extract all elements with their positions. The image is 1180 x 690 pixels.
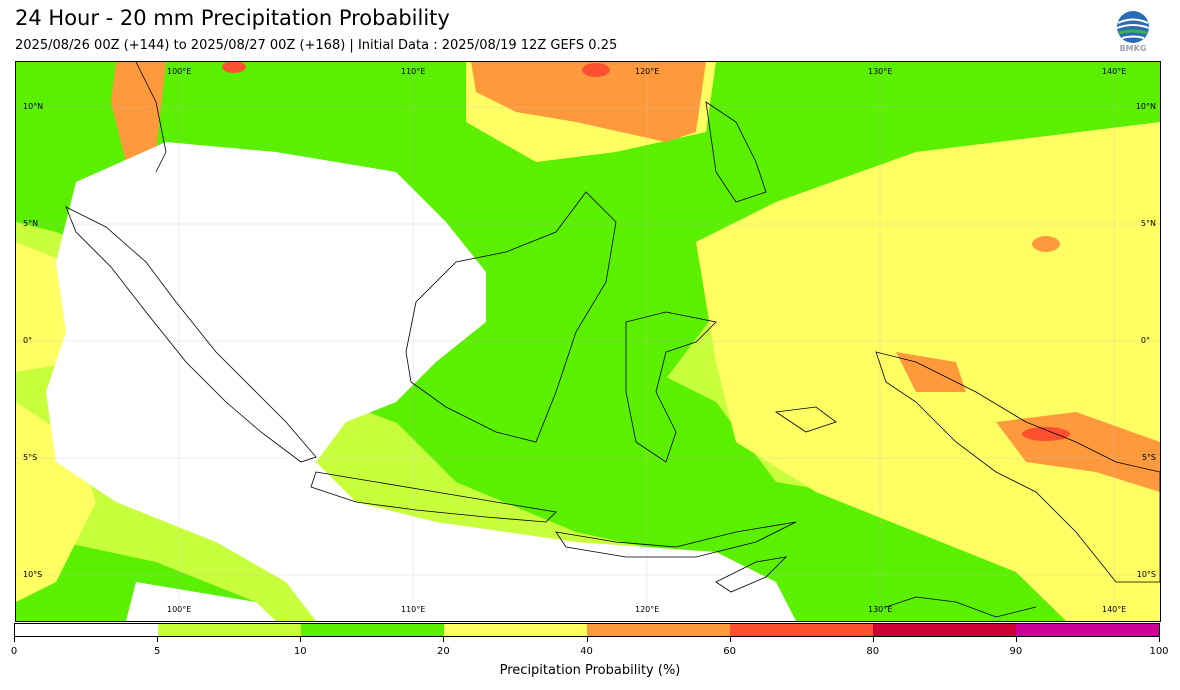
colorbar-tick	[300, 637, 302, 642]
red-patch-northwest	[222, 62, 246, 73]
australia-coast-outline	[885, 596, 1037, 618]
colorbar-tick	[586, 637, 588, 642]
colorbar-tick-label: 10	[293, 646, 307, 657]
red-patch-papua	[1022, 427, 1070, 441]
colorbar-tick-label: 90	[1009, 646, 1023, 657]
philippines-outline	[705, 101, 767, 203]
dry-area	[46, 142, 796, 621]
lon-label-bottom-100: 100°E	[167, 605, 192, 614]
lon-label-bottom-140: 140°E	[1102, 605, 1127, 614]
map-canvas	[16, 62, 1160, 621]
malay-peninsula-outline	[135, 62, 167, 173]
borneo-outline	[405, 191, 617, 443]
colorbar-tick	[872, 637, 874, 642]
lat-label-left-10n: 10°N	[23, 102, 44, 111]
graticule	[16, 62, 1160, 621]
orange-patch	[1032, 236, 1060, 252]
orange-area-maluku	[896, 352, 966, 392]
sumatra-outline	[65, 206, 317, 463]
lat-label-right-5n: 5°N	[1140, 219, 1156, 228]
colorbar-title: Precipitation Probability (%)	[499, 663, 681, 678]
colorbar-tick	[1159, 637, 1160, 642]
coastlines	[65, 62, 1160, 618]
lat-label-left-5n: 5°N	[23, 219, 39, 228]
lon-label-bottom-120: 120°E	[635, 605, 660, 614]
colorbar-segment	[873, 624, 1016, 636]
lon-label-top-120: 120°E	[635, 67, 660, 76]
colorbar-segment	[587, 624, 730, 636]
lon-label-top-100: 100°E	[167, 67, 192, 76]
lat-label-right-10s: 10°S	[1136, 570, 1156, 579]
orange-area-northwest	[111, 62, 166, 162]
colorbar-tick	[157, 637, 159, 642]
colorbar-segment	[1016, 624, 1159, 636]
colorbar-segment	[730, 624, 873, 636]
lon-label-bottom-110: 110°E	[401, 605, 426, 614]
colorbar-tick-label: 5	[153, 646, 161, 657]
lon-label-top-140: 140°E	[1102, 67, 1127, 76]
new-guinea-outline	[875, 351, 1160, 583]
dry-area-south	[126, 582, 276, 621]
lat-label-right-10n: 10°N	[1135, 102, 1156, 111]
colorbar-tick-label: 40	[580, 646, 593, 657]
logo-globe-icon	[1116, 11, 1150, 43]
logo-text: BMKG	[1119, 44, 1147, 53]
colorbar-tick-label: 20	[437, 646, 450, 657]
lat-label-left-0: 0°	[23, 336, 33, 345]
colorbar	[14, 623, 1160, 637]
map-subtitle: 2025/08/26 00Z (+144) to 2025/08/27 00Z …	[15, 38, 618, 53]
map-title: 24 Hour - 20 mm Precipitation Probabilit…	[15, 6, 450, 30]
lat-label-right-5s: 5°S	[1141, 453, 1156, 462]
java-outline	[310, 471, 557, 523]
lon-label-bottom-130: 130°E	[868, 605, 893, 614]
colorbar-segment	[15, 624, 158, 636]
green-area-south	[396, 362, 1160, 621]
colorbar-tick-label: 60	[723, 646, 736, 657]
timor-outline	[715, 556, 788, 593]
seram-outline	[774, 406, 837, 433]
sulawesi-outline	[625, 311, 717, 463]
colorbar-tick-label: 100	[1149, 646, 1169, 657]
lat-label-left-5s: 5°S	[23, 453, 38, 462]
precipitation-map[interactable]: 100°E 110°E 120°E 130°E 140°E 100°E 110°…	[15, 61, 1161, 622]
colorbar-tick	[1015, 637, 1017, 642]
colorbar-tick-label: 0	[10, 646, 18, 657]
lon-label-top-110: 110°E	[401, 67, 426, 76]
colorbar-segment	[301, 624, 444, 636]
colorbar-tick	[14, 637, 15, 642]
colorbar-tick	[443, 637, 445, 642]
bmkg-logo: BMKG	[1114, 10, 1152, 56]
lat-label-right-0: 0°	[1140, 336, 1150, 345]
lon-label-top-130: 130°E	[868, 67, 893, 76]
red-patch-north	[582, 63, 610, 77]
colorbar-tick	[729, 637, 731, 642]
colorbar-tick-label: 80	[866, 646, 880, 657]
colorbar-segment	[444, 624, 587, 636]
colorbar-segment	[158, 624, 301, 636]
lat-label-left-10s: 10°S	[23, 570, 43, 579]
lesser-sunda-outline	[555, 521, 797, 558]
